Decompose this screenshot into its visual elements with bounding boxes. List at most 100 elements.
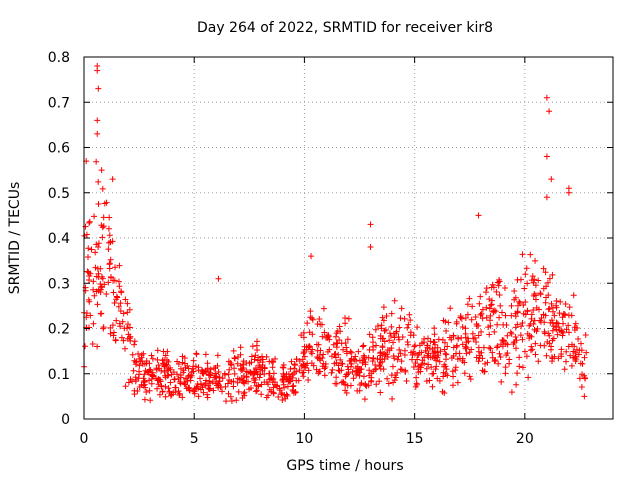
data-point bbox=[388, 345, 395, 352]
data-point bbox=[540, 311, 547, 318]
data-point bbox=[219, 388, 226, 395]
data-point bbox=[483, 289, 490, 296]
data-point bbox=[331, 360, 338, 367]
data-point bbox=[541, 328, 548, 335]
data-point bbox=[195, 393, 202, 400]
x-tick-label: 20 bbox=[516, 431, 534, 447]
data-point bbox=[131, 357, 138, 364]
data-point bbox=[318, 321, 325, 328]
data-point bbox=[527, 251, 534, 258]
data-point bbox=[398, 366, 405, 373]
data-point bbox=[447, 305, 454, 312]
data-point bbox=[512, 333, 519, 340]
data-point bbox=[289, 383, 296, 390]
data-point bbox=[561, 366, 568, 373]
data-point bbox=[107, 238, 114, 245]
data-point bbox=[549, 320, 556, 327]
data-point bbox=[207, 372, 214, 379]
data-point bbox=[340, 346, 347, 353]
data-point bbox=[441, 346, 448, 353]
data-point bbox=[94, 67, 101, 74]
data-point bbox=[466, 373, 473, 380]
data-point bbox=[160, 360, 167, 367]
data-point bbox=[581, 393, 588, 400]
data-point bbox=[165, 365, 172, 372]
data-point bbox=[319, 355, 326, 362]
data-point bbox=[520, 302, 527, 309]
data-point bbox=[462, 315, 469, 322]
data-point bbox=[122, 383, 129, 390]
data-point bbox=[307, 314, 314, 321]
data-point bbox=[300, 362, 307, 369]
data-point bbox=[356, 372, 363, 379]
data-point bbox=[287, 378, 294, 385]
data-point bbox=[140, 350, 147, 357]
data-point bbox=[336, 336, 343, 343]
data-point bbox=[565, 343, 572, 350]
data-point bbox=[389, 395, 396, 402]
data-point bbox=[168, 391, 175, 398]
data-point bbox=[548, 317, 555, 324]
data-point bbox=[308, 348, 315, 355]
data-point bbox=[528, 343, 535, 350]
data-point bbox=[106, 261, 113, 268]
data-point bbox=[429, 383, 436, 390]
data-point bbox=[95, 243, 102, 250]
data-point bbox=[238, 374, 245, 381]
data-point bbox=[278, 390, 285, 397]
data-point bbox=[513, 337, 520, 344]
data-point bbox=[443, 366, 450, 373]
data-point bbox=[204, 394, 211, 401]
data-point bbox=[240, 377, 247, 384]
data-point bbox=[305, 376, 312, 383]
data-point bbox=[306, 329, 313, 336]
data-point bbox=[93, 288, 100, 295]
data-point bbox=[310, 362, 317, 369]
data-point bbox=[549, 337, 556, 344]
data-point bbox=[165, 372, 172, 379]
data-point bbox=[414, 351, 421, 358]
data-point bbox=[394, 369, 401, 376]
data-point bbox=[231, 365, 238, 372]
data-point bbox=[418, 340, 425, 347]
data-point bbox=[434, 375, 441, 382]
data-point bbox=[240, 358, 247, 365]
data-point bbox=[192, 363, 199, 370]
data-point bbox=[432, 366, 439, 373]
data-point bbox=[496, 314, 503, 321]
data-point bbox=[116, 262, 123, 269]
data-point bbox=[424, 352, 431, 359]
data-point bbox=[177, 374, 184, 381]
data-point bbox=[546, 108, 553, 115]
data-point bbox=[433, 363, 440, 370]
data-point bbox=[281, 392, 288, 399]
data-point bbox=[124, 300, 131, 307]
data-point bbox=[519, 319, 526, 326]
data-point bbox=[126, 324, 133, 331]
data-point bbox=[544, 279, 551, 286]
data-point bbox=[530, 320, 537, 327]
data-point bbox=[492, 308, 499, 315]
data-point bbox=[164, 348, 171, 355]
data-point bbox=[231, 370, 238, 377]
data-point bbox=[522, 298, 529, 305]
data-point bbox=[120, 337, 127, 344]
data-point bbox=[307, 308, 314, 315]
data-point bbox=[572, 320, 579, 327]
data-point bbox=[580, 372, 587, 379]
data-point bbox=[537, 319, 544, 326]
data-point bbox=[256, 366, 263, 373]
data-point bbox=[226, 366, 233, 373]
data-point bbox=[301, 346, 308, 353]
data-point bbox=[558, 350, 565, 357]
x-tick-label: 5 bbox=[190, 431, 199, 447]
data-point bbox=[337, 356, 344, 363]
data-point bbox=[209, 378, 216, 385]
data-point bbox=[506, 356, 513, 363]
data-point bbox=[475, 358, 482, 365]
data-point bbox=[225, 390, 232, 397]
data-point bbox=[553, 298, 560, 305]
data-point bbox=[300, 373, 307, 380]
data-point bbox=[269, 364, 276, 371]
data-point bbox=[111, 277, 118, 284]
